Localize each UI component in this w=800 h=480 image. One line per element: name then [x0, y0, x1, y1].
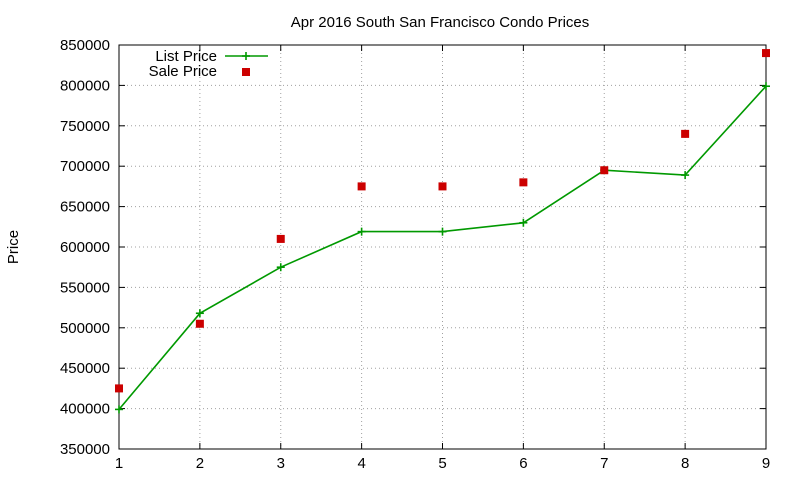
y-tick-label: 600000 — [60, 239, 110, 256]
y-tick-label: 350000 — [60, 441, 110, 458]
y-tick-label: 500000 — [60, 320, 110, 337]
y-axis-ticks: 350000 400000 450000 500000 550000 600000 6500… — [60, 37, 766, 458]
sale-price-marker — [195, 319, 204, 328]
list-price-marker — [438, 227, 447, 236]
sale-price-marker — [276, 234, 285, 243]
x-tick-label: 5 — [438, 455, 446, 472]
y-tick-label: 650000 — [60, 199, 110, 216]
x-tick-label: 6 — [519, 455, 527, 472]
sale-price-marker — [438, 182, 447, 191]
list-price-marker — [276, 263, 285, 272]
chart-title: Apr 2016 South San Francisco Condo Price… — [291, 14, 590, 31]
y-tick-label: 800000 — [60, 77, 110, 94]
y-axis-label: Price — [5, 230, 22, 264]
sale-price-marker — [519, 178, 528, 187]
y-tick-label: 450000 — [60, 360, 110, 377]
list-price-line — [118, 85, 767, 410]
x-tick-label: 9 — [762, 455, 770, 472]
x-tick-label: 3 — [277, 455, 285, 472]
legend-marker-sale-price — [242, 68, 250, 76]
sale-price-marker — [115, 384, 123, 393]
list-price-marker — [357, 227, 366, 236]
y-tick-label: 400000 — [60, 401, 110, 418]
x-axis-ticks: 1 2 3 4 5 6 7 8 9 — [115, 45, 770, 472]
list-price-marker — [195, 309, 204, 318]
sale-price-marker — [681, 129, 690, 138]
y-tick-label: 550000 — [60, 279, 110, 296]
sale-price-marker — [762, 49, 770, 58]
list-price-marker — [762, 82, 770, 91]
list-price-marker — [681, 171, 690, 180]
y-tick-label: 750000 — [60, 118, 110, 135]
sale-price-marker — [357, 182, 366, 191]
y-tick-label: 700000 — [60, 158, 110, 175]
x-tick-label: 2 — [196, 455, 204, 472]
grid-lines — [119, 45, 766, 449]
x-tick-label: 7 — [600, 455, 608, 472]
x-tick-label: 4 — [357, 455, 365, 472]
sale-price-marker — [600, 166, 609, 175]
list-price-marker — [115, 405, 123, 414]
legend-label-sale-price: Sale Price — [149, 63, 217, 80]
y-tick-label: 850000 — [60, 37, 110, 54]
x-tick-label: 1 — [115, 455, 123, 472]
series-layer — [115, 49, 770, 414]
list-price-marker — [519, 218, 528, 227]
x-tick-label: 8 — [681, 455, 689, 472]
legend-label-list-price: List Price — [155, 48, 217, 65]
